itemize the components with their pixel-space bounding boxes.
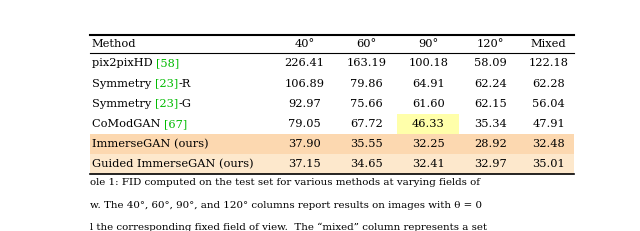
Text: Method: Method (92, 39, 136, 49)
FancyBboxPatch shape (397, 114, 460, 134)
Text: 226.41: 226.41 (284, 58, 324, 68)
Text: 106.89: 106.89 (284, 79, 324, 88)
Text: 120°: 120° (477, 39, 504, 49)
Text: Guided ImmerseGAN (ours): Guided ImmerseGAN (ours) (92, 159, 253, 169)
Text: Mixed: Mixed (531, 39, 566, 49)
Text: 40°: 40° (294, 39, 315, 49)
Text: 100.18: 100.18 (408, 58, 449, 68)
Text: 28.92: 28.92 (474, 139, 507, 149)
Text: 79.86: 79.86 (350, 79, 383, 88)
Text: -R: -R (178, 79, 191, 88)
Text: -G: -G (178, 99, 191, 109)
Text: pix2pixHD: pix2pixHD (92, 58, 156, 68)
Text: 79.05: 79.05 (288, 119, 321, 129)
Text: [23]: [23] (155, 99, 178, 109)
Text: [23]: [23] (155, 79, 178, 88)
Text: 37.15: 37.15 (288, 159, 321, 169)
Text: 61.60: 61.60 (412, 99, 445, 109)
Text: 60°: 60° (356, 39, 376, 49)
Text: 75.66: 75.66 (350, 99, 383, 109)
Text: 32.25: 32.25 (412, 139, 445, 149)
Text: 67.72: 67.72 (350, 119, 383, 129)
Text: 64.91: 64.91 (412, 79, 445, 88)
Text: Symmetry: Symmetry (92, 79, 155, 88)
Text: ImmerseGAN (ours): ImmerseGAN (ours) (92, 139, 209, 149)
Text: ole 1: FID computed on the test set for various methods at varying fields of: ole 1: FID computed on the test set for … (90, 179, 480, 187)
Text: 62.28: 62.28 (532, 79, 565, 88)
Text: 34.65: 34.65 (350, 159, 383, 169)
Text: 56.04: 56.04 (532, 99, 565, 109)
Text: 35.55: 35.55 (350, 139, 383, 149)
Text: 58.09: 58.09 (474, 58, 507, 68)
Text: [58]: [58] (156, 58, 179, 68)
Text: w. The 40°, 60°, 90°, and 120° columns report results on images with θ = 0: w. The 40°, 60°, 90°, and 120° columns r… (90, 201, 482, 210)
Text: 37.90: 37.90 (288, 139, 321, 149)
Text: 32.41: 32.41 (412, 159, 445, 169)
Text: CoModGAN: CoModGAN (92, 119, 164, 129)
Text: 163.19: 163.19 (346, 58, 387, 68)
Text: l the corresponding fixed field of view.  The “mixed” column represents a set: l the corresponding fixed field of view.… (90, 223, 487, 231)
Text: 92.97: 92.97 (288, 99, 321, 109)
Text: 32.97: 32.97 (474, 159, 507, 169)
Text: 46.33: 46.33 (412, 119, 445, 129)
Text: 35.01: 35.01 (532, 159, 565, 169)
FancyBboxPatch shape (90, 134, 573, 154)
Text: 47.91: 47.91 (532, 119, 565, 129)
Text: 62.15: 62.15 (474, 99, 507, 109)
Text: 90°: 90° (419, 39, 438, 49)
Text: [67]: [67] (164, 119, 188, 129)
Text: 32.48: 32.48 (532, 139, 565, 149)
Text: 35.34: 35.34 (474, 119, 507, 129)
Text: Symmetry: Symmetry (92, 99, 155, 109)
Text: 122.18: 122.18 (529, 58, 569, 68)
FancyBboxPatch shape (90, 154, 573, 174)
Text: 62.24: 62.24 (474, 79, 507, 88)
